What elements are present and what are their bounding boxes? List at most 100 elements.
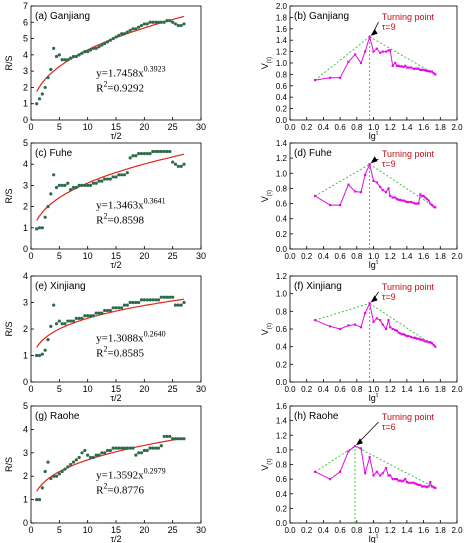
data-point: [173, 437, 178, 441]
y-tick-label: 2: [23, 82, 28, 92]
v-data-point: [405, 480, 408, 484]
y-tick-label: 0.6: [276, 82, 288, 91]
data-point: [105, 40, 110, 44]
v-data-point: [368, 456, 371, 459]
trend-guide-line: [369, 36, 436, 75]
data-point: [35, 227, 39, 231]
y-tick-label: 2: [23, 471, 28, 481]
v-data-point: [404, 200, 407, 203]
data-point: [142, 448, 146, 453]
data-point: [88, 455, 93, 460]
v-data-point: [381, 472, 384, 475]
panel-8: 0.0 0.2 0.4 0.6 0.8 1.0 1.2 1.4 1.6 1.8 2.0 0.0 0.2 0…: [260, 402, 463, 543]
data-point: [134, 27, 138, 31]
x-axis-label: τ/2: [110, 131, 121, 141]
data-point: [83, 448, 87, 453]
panel-title: (g) Raohe: [35, 411, 80, 422]
data-point: [128, 156, 132, 160]
x-tick-label: 10: [83, 122, 93, 132]
v-data-point: [375, 181, 378, 184]
x-tick-label: 5: [57, 384, 62, 394]
data-point: [35, 102, 39, 106]
data-point: [162, 295, 166, 299]
v-series-line: [315, 34, 436, 81]
v-data-point: [379, 185, 382, 189]
data-point: [94, 46, 98, 50]
data-point: [86, 50, 90, 54]
data-point: [46, 76, 50, 80]
x-tick-label: 5: [57, 525, 62, 535]
y-axis-label: V(τ): [260, 57, 273, 69]
data-point: [165, 149, 169, 154]
data-point: [131, 300, 135, 305]
x-tick-label: 0.6: [335, 123, 347, 132]
data-point: [182, 22, 186, 26]
turning-point-label: Turning point: [382, 149, 435, 159]
x-axis-label: lgτ: [369, 534, 379, 543]
v-data-point: [412, 336, 415, 339]
v-data-point: [381, 188, 384, 192]
data-point: [86, 183, 90, 187]
data-point: [151, 149, 155, 154]
v-data-point: [375, 470, 378, 473]
data-point: [69, 319, 73, 323]
y-tick-label: 1.0: [276, 446, 288, 455]
data-point: [43, 348, 47, 352]
data-point: [37, 498, 42, 502]
v-data-point: [391, 327, 394, 331]
v-data-point: [419, 483, 422, 487]
data-point: [128, 300, 132, 305]
data-point: [74, 185, 78, 190]
v-data-point: [389, 474, 392, 477]
v-data-point: [372, 474, 375, 477]
x-tick-label: 0.4: [318, 385, 330, 394]
data-point: [105, 308, 110, 313]
data-point: [37, 353, 42, 358]
data-point: [176, 437, 180, 441]
y-tick-label: 0: [23, 377, 28, 387]
data-point: [46, 460, 50, 464]
v-data-point: [414, 336, 417, 339]
panel-title: (d) Fuhe: [294, 148, 332, 159]
v-data-point: [400, 65, 403, 68]
annotation-arrowhead: [370, 156, 378, 164]
v-data-point: [425, 69, 429, 73]
v-data-point: [389, 326, 392, 329]
v-data-point: [414, 482, 417, 485]
data-point: [120, 446, 124, 450]
y-tick-label: 4: [23, 159, 28, 169]
v-data-point: [384, 50, 388, 53]
v-data-point: [354, 323, 357, 326]
data-point: [77, 455, 81, 460]
data-point: [145, 22, 149, 26]
data-point: [179, 164, 183, 168]
v-data-point: [339, 470, 342, 473]
x-tick-label: 1.8: [435, 123, 447, 132]
trend-guide-line: [354, 445, 436, 489]
panel-title: (c) Fuhe: [35, 148, 73, 159]
v-data-point: [347, 450, 350, 453]
y-tick-label: 0.2: [276, 230, 288, 239]
x-tick-label: 1.2: [385, 526, 397, 535]
data-point: [137, 300, 141, 305]
v-data-point: [384, 327, 388, 331]
v-data-point: [407, 66, 410, 69]
data-point: [49, 476, 53, 481]
plot-frame: [289, 5, 458, 121]
x-tick-label: 0.2: [301, 526, 313, 535]
x-tick-label: 0.2: [301, 252, 313, 261]
fit-curve: [36, 298, 185, 348]
data-point: [151, 298, 155, 302]
v-data-point: [347, 60, 350, 63]
y-tick-label: 0.4: [276, 215, 288, 224]
data-point: [142, 298, 146, 302]
y-tick-label: 1.6: [276, 402, 288, 411]
data-point: [148, 152, 152, 156]
data-point: [168, 434, 172, 439]
data-point: [35, 353, 39, 358]
y-tick-label: 0.4: [276, 93, 288, 102]
v-data-point: [414, 202, 417, 205]
y-tick-label: 6: [23, 17, 28, 27]
data-point: [43, 215, 47, 219]
data-point: [114, 446, 118, 450]
